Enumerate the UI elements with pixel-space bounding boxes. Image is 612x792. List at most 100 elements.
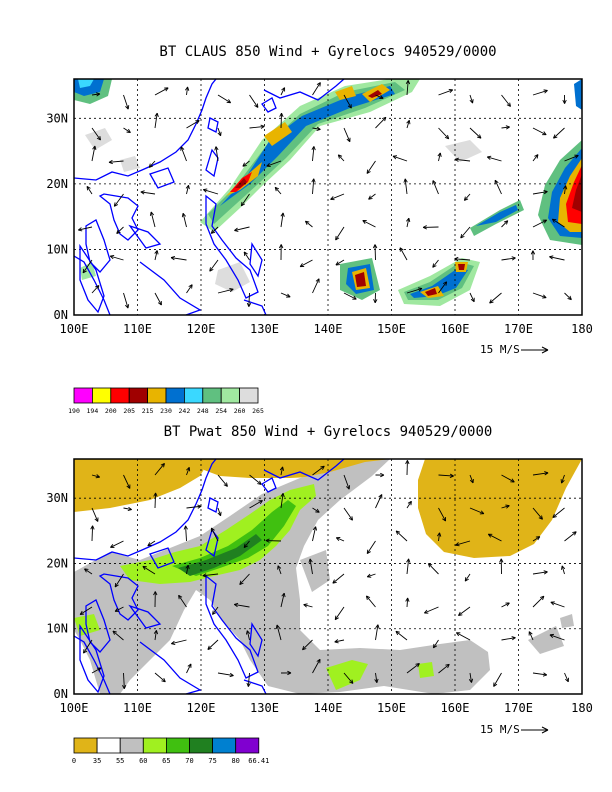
wind-vector bbox=[366, 540, 376, 555]
colorbar-label: 194 bbox=[87, 407, 99, 415]
wind-vector bbox=[249, 124, 265, 129]
wind-vector bbox=[91, 507, 99, 522]
x-tick-label: 100E bbox=[60, 322, 89, 336]
wind-vector bbox=[501, 474, 515, 483]
claus-topleft bbox=[74, 79, 112, 104]
wind-vector bbox=[312, 278, 320, 294]
y-tick-label: 0N bbox=[54, 308, 68, 322]
wind-vector bbox=[277, 565, 282, 575]
wind-vector bbox=[362, 220, 376, 228]
colorbar-swatch bbox=[119, 737, 144, 754]
wind-vector bbox=[185, 564, 190, 575]
wind-vector bbox=[186, 284, 193, 294]
wind-vector bbox=[343, 474, 351, 490]
wind-vector bbox=[116, 226, 124, 234]
wind-vector bbox=[343, 292, 357, 300]
wind-vector bbox=[312, 507, 320, 513]
colorbar-swatch bbox=[183, 387, 204, 404]
wind-vector bbox=[148, 160, 156, 168]
claus-light-patches bbox=[80, 128, 482, 292]
wind-vector bbox=[311, 146, 316, 162]
wind-vector bbox=[147, 540, 156, 547]
wind-vector bbox=[335, 537, 345, 542]
wind-vector bbox=[279, 244, 284, 261]
wind-vector bbox=[368, 193, 376, 200]
wind-vector bbox=[82, 259, 93, 274]
panel-1-colorbar: 190 194 200 205 215 230 242 248 254 260 265 bbox=[68, 387, 264, 415]
colorbar-label: 70 bbox=[185, 757, 193, 765]
wind-vector bbox=[217, 127, 222, 137]
y-tick-label: 20N bbox=[46, 556, 68, 570]
colorbar-swatch bbox=[92, 387, 112, 404]
wind-vector bbox=[90, 525, 95, 542]
wind-vector bbox=[532, 189, 548, 195]
colorbar-label: 230 bbox=[160, 407, 172, 415]
y-tick-label: 20N bbox=[46, 177, 68, 191]
y-tick-label: 30N bbox=[46, 111, 68, 125]
wind-vector bbox=[406, 119, 411, 129]
wind-vector bbox=[438, 507, 447, 522]
wind-vector bbox=[299, 259, 313, 268]
wind-vector bbox=[114, 573, 124, 588]
wind-vector bbox=[366, 573, 376, 578]
wind-vector bbox=[154, 87, 169, 96]
wind-vector bbox=[366, 160, 376, 174]
x-tick-label: 110E bbox=[123, 701, 152, 715]
wind-vector bbox=[154, 112, 159, 129]
wind-vector bbox=[365, 595, 376, 608]
wind-vector bbox=[460, 226, 471, 239]
panel-2-frame bbox=[73, 458, 583, 695]
wind-vector bbox=[203, 188, 219, 195]
wind-vector bbox=[91, 127, 101, 141]
wind-vector bbox=[405, 80, 411, 96]
colorbar-swatch bbox=[220, 387, 240, 404]
wind-vector bbox=[454, 256, 471, 262]
colorbar-label: 75 bbox=[208, 757, 216, 765]
x-tick-label: 160E bbox=[441, 322, 470, 336]
pwat-grey bbox=[74, 459, 574, 694]
wind-vector bbox=[153, 591, 158, 608]
wind-vector bbox=[249, 500, 263, 509]
wind-vector bbox=[210, 226, 219, 234]
wind-vector bbox=[110, 540, 124, 548]
wind-vector bbox=[78, 226, 93, 232]
colorbar-swatch bbox=[239, 387, 259, 404]
colorbar-swatch bbox=[235, 737, 260, 754]
wind-vector bbox=[171, 639, 187, 645]
y-tick-label: 10N bbox=[46, 242, 68, 256]
wind-vector bbox=[280, 493, 285, 509]
x-tick-label: 110E bbox=[123, 322, 152, 336]
wind-vector bbox=[280, 292, 291, 298]
wind-vector bbox=[279, 112, 284, 129]
wind-vector bbox=[373, 292, 378, 304]
colorbar-label: 60 bbox=[139, 757, 147, 765]
wind-vector bbox=[91, 92, 101, 97]
wind-vector bbox=[563, 185, 568, 195]
wind-vector bbox=[501, 636, 516, 641]
wind-vector bbox=[392, 155, 408, 162]
wind-vector bbox=[149, 211, 156, 228]
colorbar-swatch bbox=[110, 387, 130, 404]
wind-vector bbox=[140, 190, 156, 195]
wind-vector bbox=[553, 127, 565, 139]
wind-vector bbox=[406, 217, 411, 228]
colorbar-label: 0 bbox=[72, 757, 76, 765]
colorbar-label: 80 bbox=[231, 757, 239, 765]
wind-vector bbox=[455, 540, 471, 547]
wind-vector bbox=[312, 658, 321, 674]
wind-vector bbox=[217, 474, 228, 487]
panel-1-gridlines bbox=[74, 79, 582, 315]
claus-south-systems bbox=[340, 258, 480, 306]
wind-vector bbox=[493, 672, 502, 687]
wind-vector bbox=[487, 533, 502, 542]
wind-vector bbox=[245, 630, 251, 641]
wind-vector bbox=[422, 225, 439, 230]
panel-1-axis-labels: 100E 110E 120E 130E 140E 150E 160E 170E 180 0N 10N… bbox=[46, 111, 593, 336]
x-tick-label: 180 bbox=[571, 701, 593, 715]
wind-vector bbox=[185, 184, 190, 195]
colorbar-label: 205 bbox=[123, 407, 135, 415]
panel-claus: BT CLAUS 850 Wind + Gyrelocs 940529/0000 bbox=[46, 44, 593, 415]
wind-vector bbox=[154, 292, 162, 306]
wind-vector bbox=[438, 663, 450, 674]
wind-vector bbox=[501, 602, 510, 608]
